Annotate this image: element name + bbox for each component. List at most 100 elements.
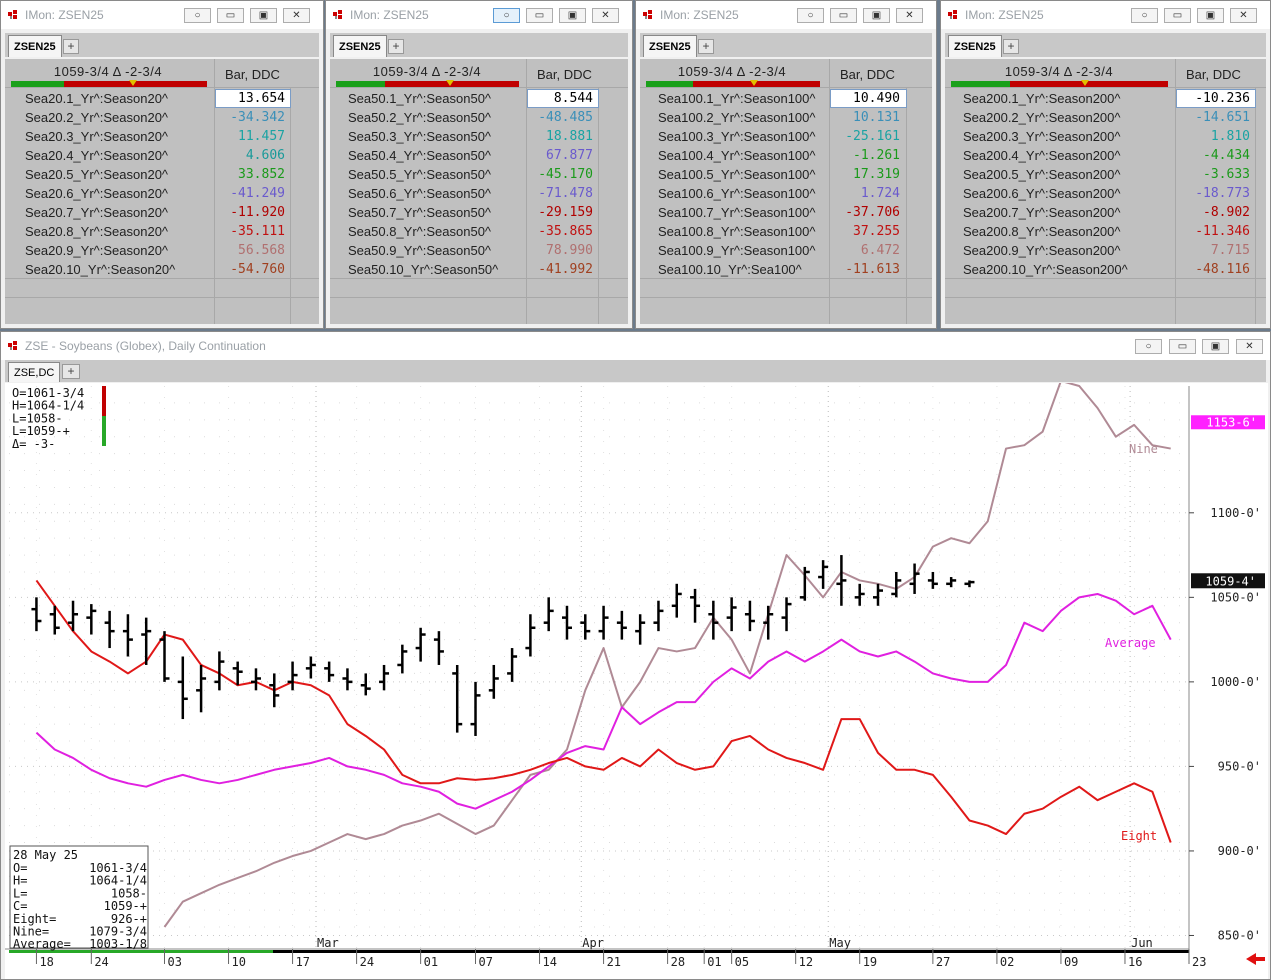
maximize-button[interactable]: ▣ xyxy=(559,8,586,23)
ohlc-bar[interactable] xyxy=(525,614,536,657)
ohlc-bar[interactable] xyxy=(232,661,243,686)
ohlc-bar[interactable] xyxy=(488,664,499,699)
ohlc-bar[interactable] xyxy=(379,664,390,691)
quote-row[interactable]: Sea50.2_Yr^:Season50^ -48.485 xyxy=(330,108,628,127)
quote-row[interactable]: Sea100.3_Yr^:Season100^ -25.161 xyxy=(640,127,932,146)
quote-row[interactable]: Sea200.5_Yr^:Season200^ -3.633 xyxy=(945,165,1266,184)
quote-row[interactable]: Sea50.4_Yr^:Season50^ 67.877 xyxy=(330,146,628,165)
ohlc-bar[interactable] xyxy=(598,605,609,640)
ohlc-bar[interactable] xyxy=(635,614,646,645)
ohlc-bar[interactable] xyxy=(159,631,170,682)
ohlc-bar[interactable] xyxy=(909,563,920,594)
ohlc-bar[interactable] xyxy=(872,583,883,606)
add-tab-button[interactable]: + xyxy=(698,39,714,54)
minimize-button[interactable]: ▭ xyxy=(830,8,857,23)
tab-zse-dc[interactable]: ZSE,DC xyxy=(8,362,61,382)
minimize-button[interactable]: ▭ xyxy=(217,8,244,23)
column-header[interactable]: Bar, DDC xyxy=(225,67,280,82)
quote-row[interactable]: Sea20.5_Yr^:Season20^ 33.852 xyxy=(5,165,319,184)
ohlc-bar[interactable] xyxy=(49,605,60,635)
series-line-average[interactable] xyxy=(35,592,1172,810)
quote-row[interactable]: Sea200.2_Yr^:Season200^ -14.651 xyxy=(945,108,1266,127)
quote-row[interactable]: Sea100.4_Yr^:Season100^ -1.261 xyxy=(640,146,932,165)
quote-row[interactable]: Sea100.7_Yr^:Season100^ -37.706 xyxy=(640,203,932,222)
quote-row[interactable]: Sea200.8_Yr^:Season200^ -11.346 xyxy=(945,222,1266,241)
quote-row[interactable]: Sea50.8_Yr^:Season50^ -35.865 xyxy=(330,222,628,241)
quote-row[interactable]: Sea50.6_Yr^:Season50^ -71.478 xyxy=(330,184,628,203)
add-tab-button[interactable]: + xyxy=(388,39,404,54)
quote-row[interactable]: Sea50.1_Yr^:Season50^ 8.544 xyxy=(330,89,628,108)
ohlc-bar[interactable] xyxy=(360,673,371,696)
ohlc-bar[interactable] xyxy=(415,627,426,662)
quote-row[interactable]: Sea200.6_Yr^:Season200^ -18.773 xyxy=(945,184,1266,203)
quote-row[interactable]: Sea100.2_Yr^:Season100^ 10.131 xyxy=(640,108,932,127)
ohlc-bar[interactable] xyxy=(397,644,408,674)
maximize-button[interactable]: ▣ xyxy=(1197,8,1224,23)
ohlc-bar[interactable] xyxy=(86,604,97,635)
tab-zsen25[interactable]: ZSEN25 xyxy=(643,35,697,57)
ohlc-bar[interactable] xyxy=(891,571,902,598)
minimize-button[interactable]: ▭ xyxy=(1169,339,1196,354)
ohlc-bar[interactable] xyxy=(287,661,298,691)
column-header[interactable]: Bar, DDC xyxy=(1186,67,1241,82)
series-line-eight[interactable] xyxy=(35,579,1172,843)
link-icon[interactable]: ○ xyxy=(493,8,520,23)
ohlc-bar[interactable] xyxy=(305,656,316,679)
maximize-button[interactable]: ▣ xyxy=(1202,339,1229,354)
ohlc-bar[interactable] xyxy=(854,583,865,606)
quote-row[interactable]: Sea200.1_Yr^:Season200^ -10.236 xyxy=(945,89,1266,108)
add-tab-button[interactable]: + xyxy=(1003,39,1019,54)
ohlc-bar[interactable] xyxy=(653,600,664,632)
ohlc-bar[interactable] xyxy=(580,614,591,640)
add-tab-button[interactable]: + xyxy=(63,39,79,54)
ohlc-bar[interactable] xyxy=(708,600,719,640)
link-icon[interactable]: ○ xyxy=(184,8,211,23)
ohlc-bar[interactable] xyxy=(543,597,554,632)
quote-row[interactable]: Sea20.9_Yr^:Season20^ 56.568 xyxy=(5,241,319,260)
close-button[interactable]: ✕ xyxy=(283,8,310,23)
quote-row[interactable]: Sea20.4_Yr^:Season20^ 4.606 xyxy=(5,146,319,165)
ohlc-bar[interactable] xyxy=(671,583,682,618)
quote-row[interactable]: Sea100.8_Yr^:Season100^ 37.255 xyxy=(640,222,932,241)
close-button[interactable]: ✕ xyxy=(896,8,923,23)
ohlc-bar[interactable] xyxy=(690,588,701,623)
minimize-button[interactable]: ▭ xyxy=(526,8,553,23)
quote-row[interactable]: Sea20.1_Yr^:Season20^ 13.654 xyxy=(5,89,319,108)
ohlc-bar[interactable] xyxy=(781,597,792,632)
date-axis[interactable] xyxy=(5,949,1268,979)
link-icon[interactable]: ○ xyxy=(797,8,824,23)
column-header[interactable]: Bar, DDC xyxy=(840,67,895,82)
quote-row[interactable]: Sea50.3_Yr^:Season50^ 18.881 xyxy=(330,127,628,146)
ohlc-bar[interactable] xyxy=(507,648,518,682)
ohlc-bar[interactable] xyxy=(342,668,353,691)
maximize-button[interactable]: ▣ xyxy=(250,8,277,23)
quote-row[interactable]: Sea100.5_Yr^:Season100^ 17.319 xyxy=(640,165,932,184)
ohlc-bar[interactable] xyxy=(836,555,847,606)
ohlc-bar[interactable] xyxy=(104,610,115,649)
ohlc-bar[interactable] xyxy=(177,656,188,720)
close-button[interactable]: ✕ xyxy=(592,8,619,23)
quote-row[interactable]: Sea20.6_Yr^:Season20^ -41.249 xyxy=(5,184,319,203)
maximize-button[interactable]: ▣ xyxy=(863,8,890,23)
column-header[interactable]: Bar, DDC xyxy=(537,67,592,82)
tab-zsen25[interactable]: ZSEN25 xyxy=(333,35,387,57)
add-tab-button[interactable]: + xyxy=(62,364,80,379)
ohlc-bar[interactable] xyxy=(122,614,133,657)
link-icon[interactable]: ○ xyxy=(1131,8,1158,23)
quote-row[interactable]: Sea50.7_Yr^:Season50^ -29.159 xyxy=(330,203,628,222)
scroll-right-icon[interactable] xyxy=(1246,953,1256,965)
quote-row[interactable]: Sea100.6_Yr^:Season100^ 1.724 xyxy=(640,184,932,203)
ohlc-bar[interactable] xyxy=(141,617,152,665)
ohlc-bar[interactable] xyxy=(818,560,829,589)
tab-zsen25[interactable]: ZSEN25 xyxy=(948,35,1002,57)
ohlc-bar[interactable] xyxy=(324,661,335,682)
quote-row[interactable]: Sea50.9_Yr^:Season50^ 78.990 xyxy=(330,241,628,260)
scroll-right-icon[interactable] xyxy=(1255,957,1265,961)
ohlc-bar[interactable] xyxy=(964,580,975,588)
ohlc-bar[interactable] xyxy=(763,605,774,640)
ohlc-bar[interactable] xyxy=(726,597,737,632)
ohlc-bar[interactable] xyxy=(616,610,627,640)
quote-row[interactable]: Sea200.9_Yr^:Season200^ 7.715 xyxy=(945,241,1266,260)
quote-row[interactable]: Sea20.8_Yr^:Season20^ -35.111 xyxy=(5,222,319,241)
tab-zsen25[interactable]: ZSEN25 xyxy=(8,35,62,57)
